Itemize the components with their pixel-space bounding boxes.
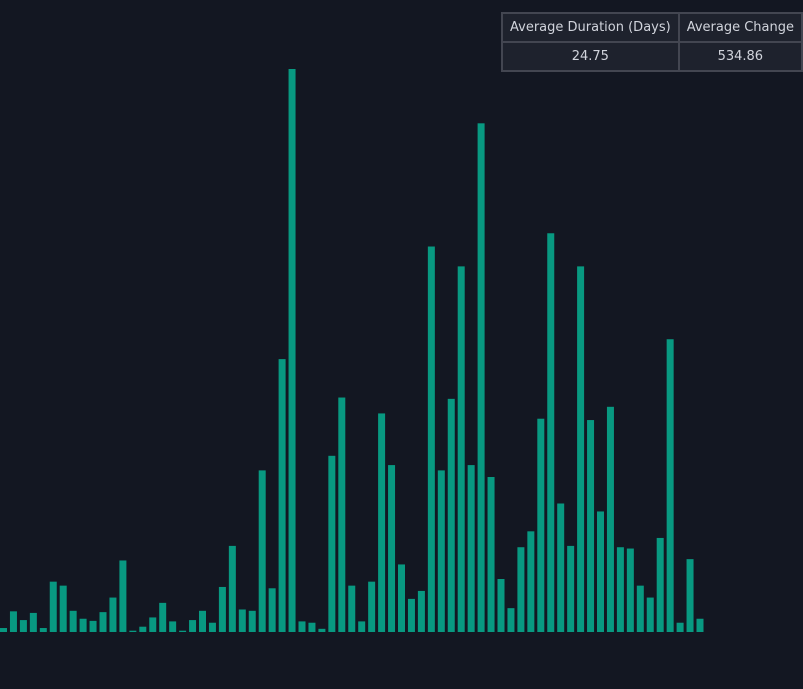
stats-table-value-row: 24.75 534.86 (501, 41, 803, 72)
bar (59, 585, 67, 632)
bar (268, 588, 276, 632)
bar (407, 598, 415, 632)
bar (39, 628, 47, 632)
bar (199, 610, 206, 632)
bar (119, 560, 127, 632)
bar (189, 620, 197, 632)
bar (527, 531, 535, 632)
bar (636, 585, 644, 632)
bar (427, 246, 435, 632)
bar (218, 586, 226, 632)
bar (0, 628, 7, 632)
bar (368, 581, 376, 632)
bar (686, 559, 694, 632)
bar (467, 465, 475, 632)
bar (616, 547, 624, 632)
bar (696, 618, 704, 632)
bar (99, 612, 107, 632)
bar (308, 622, 316, 632)
bar (497, 579, 505, 632)
average-duration-value: 24.75 (501, 41, 680, 72)
bar (567, 545, 575, 632)
stats-table: Average Duration (Days) Average Change 2… (501, 12, 803, 72)
bar (19, 620, 27, 632)
bar (129, 630, 137, 632)
bar (487, 477, 495, 632)
bar (597, 511, 604, 632)
bar (179, 630, 187, 632)
bar (477, 123, 485, 632)
bar (228, 545, 236, 632)
bar (606, 406, 614, 632)
average-change-header: Average Change (677, 12, 803, 43)
average-change-value: 534.86 (677, 41, 803, 72)
bar (149, 617, 157, 632)
bar (666, 339, 674, 632)
bar (109, 597, 117, 632)
bar (69, 610, 77, 632)
bar (258, 470, 266, 632)
bar (557, 503, 565, 632)
bar (278, 359, 286, 632)
bar (457, 266, 465, 632)
bar (447, 398, 455, 632)
bar (288, 69, 296, 632)
bar (298, 621, 306, 632)
bar (248, 610, 256, 632)
bar (79, 618, 87, 632)
bar (208, 622, 216, 632)
bar (676, 622, 684, 632)
bar (398, 564, 405, 632)
bar (338, 397, 346, 632)
bar (646, 597, 654, 632)
bar (318, 628, 326, 632)
bar (517, 547, 525, 632)
bar (238, 609, 246, 632)
average-duration-header: Average Duration (Days) (501, 12, 680, 43)
bar (358, 621, 366, 632)
bar (437, 470, 445, 632)
bar (328, 455, 336, 632)
bar (378, 413, 386, 632)
bar (507, 608, 515, 632)
bar (388, 465, 396, 632)
bar (139, 626, 147, 632)
bar (29, 612, 37, 632)
bar (49, 581, 57, 632)
stats-table-header-row: Average Duration (Days) Average Change (501, 12, 803, 43)
bar (587, 420, 595, 632)
bar (169, 621, 177, 632)
bar (626, 548, 634, 632)
bar (159, 602, 167, 632)
bar (537, 418, 545, 632)
bar (656, 537, 664, 632)
bar (89, 620, 97, 632)
bar (417, 590, 425, 632)
bar (577, 266, 585, 632)
bar (9, 611, 17, 632)
bar (348, 585, 356, 632)
bar (547, 233, 555, 632)
